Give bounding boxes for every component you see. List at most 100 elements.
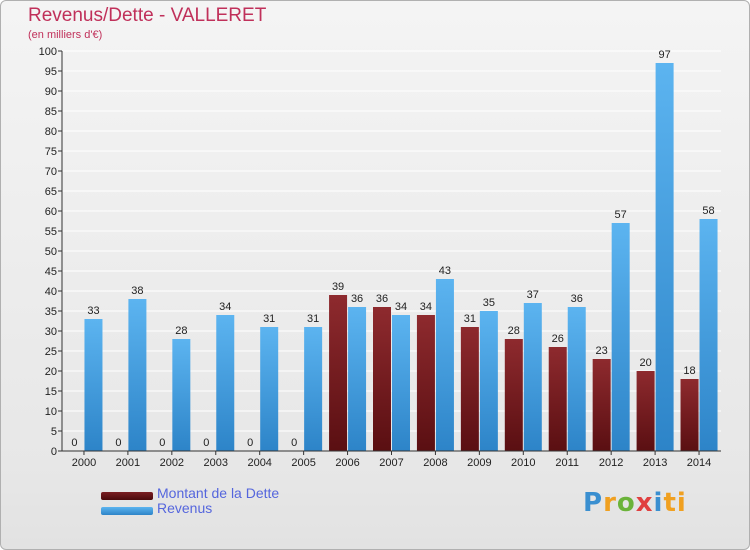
bar-dette [636,371,655,451]
x-tick-label: 2014 [687,457,711,469]
data-label-dette: 0 [159,437,165,449]
bar-dette [680,379,699,451]
bar-revenus [611,223,630,451]
data-label-revenus: 57 [615,209,627,221]
y-tick-label: 100 [39,46,57,58]
x-tick-label: 2005 [291,457,315,469]
logo-letter: r [603,488,617,518]
proxiti-logo: Proxiti [583,488,687,518]
y-tick-label: 95 [45,66,57,78]
bar-dette [504,339,523,451]
chart-subtitle: (en milliers d'€) [28,29,103,41]
y-tick-label: 45 [45,266,57,278]
bar-dette [592,359,611,451]
bar-revenus [260,327,279,451]
bar-revenus [216,315,235,451]
data-label-revenus: 37 [527,289,539,301]
data-label-revenus: 36 [351,293,363,305]
y-tick-label: 60 [45,206,57,218]
y-tick-label: 25 [45,346,57,358]
x-tick-label: 2011 [555,457,579,469]
y-tick-label: 80 [45,126,57,138]
bar-revenus [348,307,367,451]
legend-swatch-revenus [101,507,153,515]
data-label-dette: 28 [508,325,520,337]
x-tick-label: 2002 [160,457,184,469]
bar-revenus [84,319,103,451]
chart-title: Revenus/Dette - VALLERET [28,5,267,26]
y-tick-label: 20 [45,366,57,378]
bar-dette [548,347,567,451]
y-tick-label: 65 [45,186,57,198]
legend-label-revenus: Revenus [157,500,213,516]
data-label-revenus: 58 [702,205,714,217]
x-tick-label: 2006 [335,457,359,469]
bar-dette [416,315,435,451]
x-tick-label: 2012 [599,457,623,469]
data-label-dette: 23 [596,345,608,357]
bar-revenus [304,327,323,451]
y-tick-label: 0 [51,446,57,458]
data-label-revenus: 36 [571,293,583,305]
logo-letter: x [635,488,654,518]
data-label-dette: 18 [683,365,695,377]
x-tick-label: 2013 [643,457,667,469]
data-label-revenus: 34 [395,301,407,313]
y-tick-label: 55 [45,226,57,238]
x-tick-label: 2004 [247,457,271,469]
data-label-dette: 20 [639,357,651,369]
data-label-dette: 36 [376,293,388,305]
bar-dette [373,307,391,451]
y-tick-label: 85 [45,106,57,118]
data-label-revenus: 31 [263,313,275,325]
y-tick-label: 5 [51,426,57,438]
x-tick-label: 2000 [72,457,96,469]
data-label-dette: 31 [464,313,476,325]
data-label-revenus: 34 [219,301,231,313]
data-label-revenus: 33 [87,305,99,317]
data-label-dette: 39 [332,281,344,293]
data-label-revenus: 38 [131,285,143,297]
data-label-dette: 0 [71,437,77,449]
x-tick-label: 2001 [116,457,140,469]
bar-revenus [655,63,674,451]
data-label-dette: 0 [247,437,253,449]
logo-letter: o [616,488,636,518]
y-tick-label: 50 [45,246,57,258]
bar-revenus [128,299,147,451]
x-tick-label: 2003 [204,457,228,469]
x-tick-label: 2009 [467,457,491,469]
data-label-revenus: 97 [658,49,670,61]
data-label-revenus: 43 [439,265,451,277]
bar-revenus [435,279,454,451]
bar-revenus [172,339,191,451]
bar-revenus [567,307,586,451]
data-label-dette: 26 [552,333,564,345]
data-label-dette: 0 [115,437,121,449]
y-tick-label: 15 [45,386,57,398]
bar-dette [329,295,348,451]
bar-dette [460,327,479,451]
bar-revenus [699,219,718,451]
y-tick-label: 75 [45,146,57,158]
bar-revenus [523,303,542,451]
bar-revenus [479,311,498,451]
logo-letter: i [653,488,664,518]
y-tick-label: 40 [45,286,57,298]
data-label-revenus: 35 [483,297,495,309]
y-tick-label: 90 [45,86,57,98]
y-tick-label: 30 [45,326,57,338]
logo-letter: P [583,488,604,518]
logo-letter: ti [663,488,687,518]
data-label-dette: 0 [291,437,297,449]
data-label-revenus: 31 [307,313,319,325]
x-tick-label: 2008 [423,457,447,469]
y-tick-label: 70 [45,166,57,178]
x-tick-label: 2007 [379,457,403,469]
y-tick-label: 35 [45,306,57,318]
data-label-dette: 34 [420,301,432,313]
x-tick-label: 2010 [511,457,535,469]
legend-label-dette: Montant de la Dette [157,485,280,501]
